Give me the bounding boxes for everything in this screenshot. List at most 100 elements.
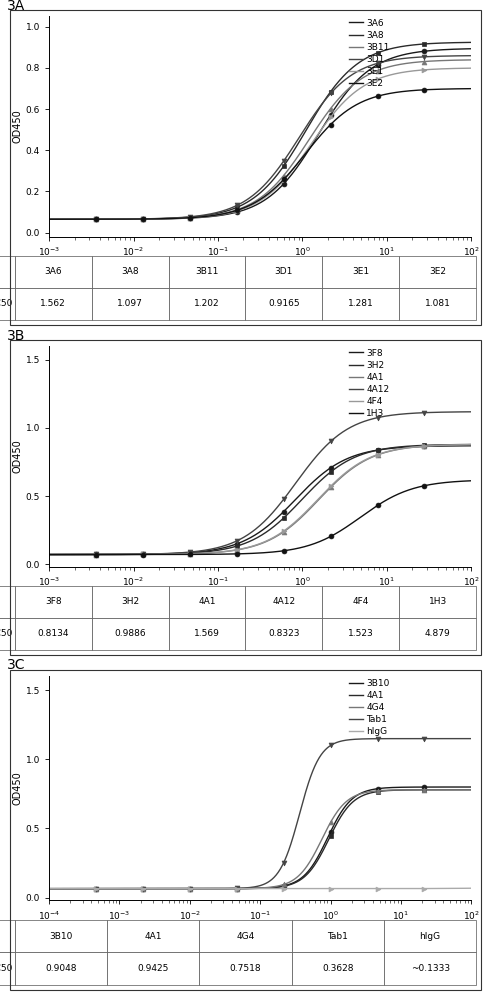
X-axis label: VHH-hFC(nM): VHH-hFC(nM): [227, 925, 293, 935]
3A6: [249, 201, 255, 213]
Y-axis label: OD450: OD450: [13, 772, 23, 805]
4F4: [249, 540, 255, 552]
3B11: [249, 197, 255, 209]
3F8: [468, 440, 474, 452]
Line: 3E2: 3E2: [49, 89, 471, 219]
3H2: [458, 439, 464, 451]
hIgG: [155, 883, 161, 895]
4G4: [121, 883, 127, 895]
hIgG: [468, 882, 474, 894]
Tab1: [468, 733, 474, 745]
4G4: [46, 883, 52, 895]
Text: 3C: 3C: [7, 658, 26, 672]
4G4: [468, 784, 474, 796]
3B11: [392, 59, 398, 71]
Line: 3B10: 3B10: [49, 787, 471, 889]
3H2: [468, 438, 474, 450]
4A1: [458, 439, 464, 451]
Tab1: [46, 883, 52, 895]
4G4: [295, 870, 301, 882]
3D1: [247, 192, 253, 204]
Line: 4A12: 4A12: [49, 412, 471, 555]
3A8: [298, 134, 303, 146]
4A1: [295, 875, 301, 887]
4A12: [46, 549, 52, 561]
3E2: [298, 154, 303, 166]
4G4: [328, 815, 334, 827]
3B11: [274, 176, 280, 188]
4G4: [155, 883, 161, 895]
hIgG: [328, 883, 334, 895]
4F4: [46, 549, 52, 561]
Line: 3H2: 3H2: [49, 444, 471, 555]
4A12: [274, 501, 280, 513]
1H3: [46, 549, 52, 561]
4A1: [468, 784, 474, 796]
X-axis label: VHH-hFC(nM): VHH-hFC(nM): [227, 261, 293, 271]
3D1: [392, 54, 398, 66]
3E1: [298, 153, 303, 165]
1H3: [458, 475, 464, 487]
Line: 3A8: 3A8: [49, 42, 471, 219]
4A12: [468, 406, 474, 418]
Line: 3D1: 3D1: [49, 56, 471, 219]
Line: 3E1: 3E1: [49, 68, 471, 219]
4A1: [121, 883, 127, 895]
Line: 3F8: 3F8: [49, 446, 471, 555]
Line: 4F4: 4F4: [49, 445, 471, 555]
hIgG: [46, 883, 52, 895]
Line: 4A1: 4A1: [49, 445, 471, 555]
Tab1: [328, 739, 334, 751]
1H3: [274, 546, 280, 558]
3H2: [392, 441, 398, 453]
3H2: [249, 534, 255, 546]
3E1: [46, 213, 52, 225]
hIgG: [295, 883, 301, 895]
3D1: [458, 50, 464, 62]
3A8: [274, 168, 280, 180]
Line: 3A6: 3A6: [49, 49, 471, 219]
4G4: [364, 786, 370, 798]
Legend: 3F8, 3H2, 4A1, 4A12, 4F4, 1H3: 3F8, 3H2, 4A1, 4A12, 4F4, 1H3: [349, 349, 389, 418]
3A8: [392, 42, 398, 54]
3B10: [121, 883, 127, 895]
4A1: [237, 883, 243, 895]
3A8: [249, 193, 255, 205]
3H2: [247, 535, 253, 547]
4A1: [364, 788, 370, 800]
3D1: [298, 129, 303, 141]
4A1: [468, 439, 474, 451]
4A1: [249, 541, 255, 553]
3E1: [247, 200, 253, 212]
4A12: [298, 471, 303, 483]
4A1: [392, 444, 398, 456]
Text: 3B: 3B: [7, 329, 25, 343]
4A1: [274, 530, 280, 542]
3A6: [298, 157, 303, 169]
3B11: [298, 147, 303, 159]
Tab1: [155, 883, 161, 895]
3B11: [46, 213, 52, 225]
3A6: [46, 213, 52, 225]
Tab1: [237, 882, 243, 894]
3E2: [392, 87, 398, 99]
1H3: [298, 542, 303, 554]
3A6: [392, 51, 398, 63]
Text: 3A: 3A: [7, 0, 25, 13]
3B10: [364, 785, 370, 797]
3A6: [274, 184, 280, 196]
3A8: [46, 213, 52, 225]
hIgG: [121, 883, 127, 895]
3E1: [458, 62, 464, 74]
3H2: [274, 517, 280, 529]
1H3: [247, 547, 253, 559]
3E1: [274, 181, 280, 193]
3B11: [468, 54, 474, 66]
3B10: [237, 883, 243, 895]
4F4: [392, 444, 398, 456]
3A6: [458, 43, 464, 55]
3B10: [328, 825, 334, 837]
3F8: [298, 488, 303, 500]
Line: 4G4: 4G4: [49, 790, 471, 889]
Legend: 3B10, 4A1, 4G4, Tab1, hIgG: 3B10, 4A1, 4G4, Tab1, hIgG: [349, 679, 390, 736]
